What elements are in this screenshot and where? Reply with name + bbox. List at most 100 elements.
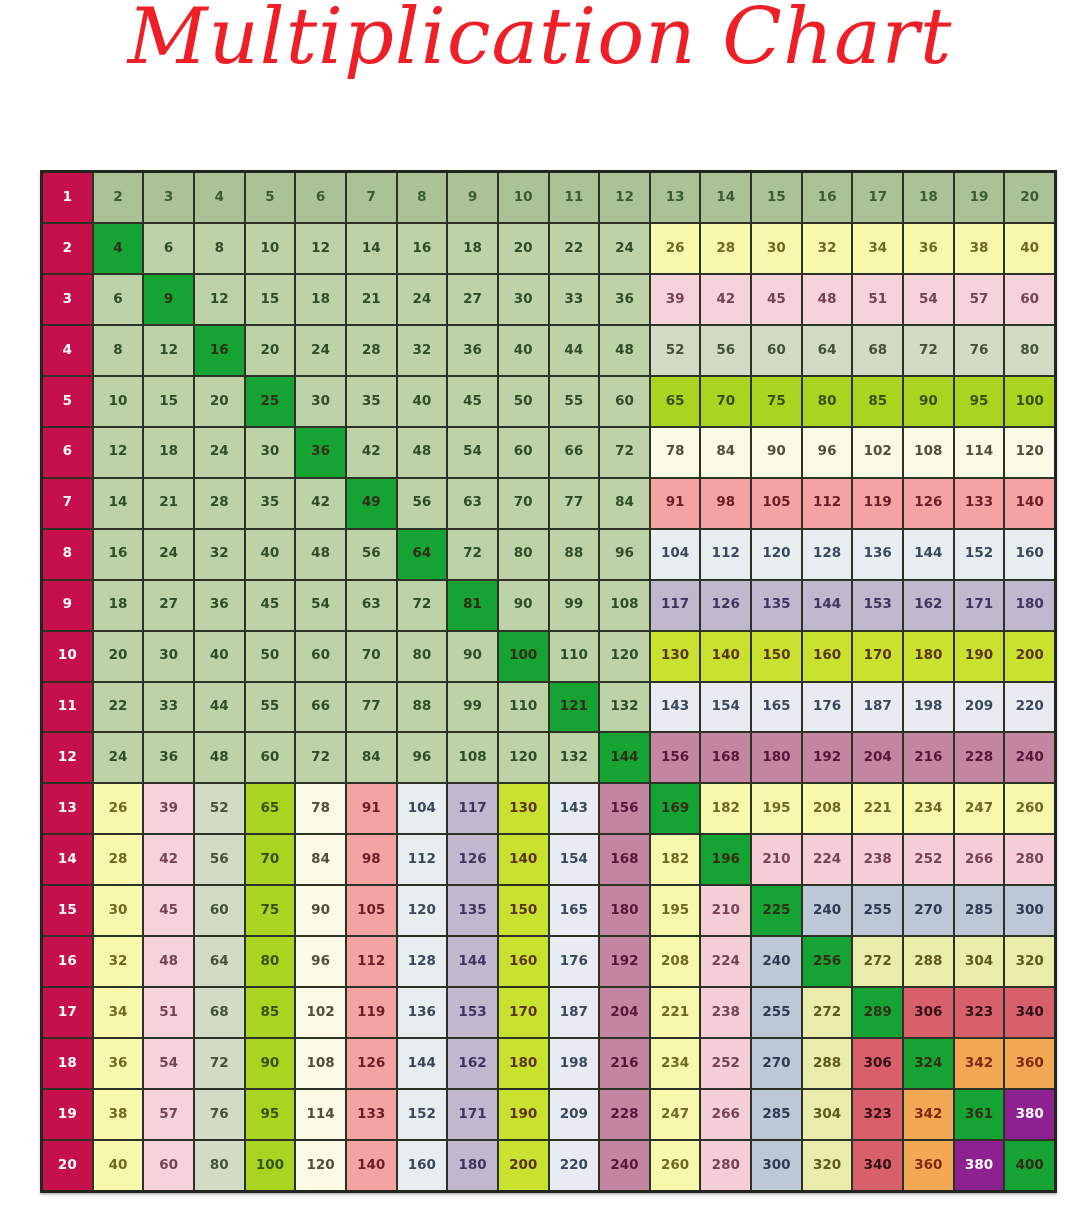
table-cell: 80 [802, 376, 852, 426]
table-cell: 36 [93, 1039, 143, 1089]
table-cell: 70 [701, 376, 751, 426]
table-cell: 104 [397, 784, 447, 834]
table-cell: 15 [144, 376, 193, 426]
table-cell: 100 [245, 1141, 295, 1190]
table-cell: 66 [296, 682, 345, 732]
table-cell: 105 [346, 886, 396, 936]
table-cell: 70 [346, 631, 396, 681]
table-cell: 200 [1005, 631, 1054, 681]
table-cell: 32 [194, 529, 244, 579]
row-header-cell: 14 [43, 835, 92, 885]
table-cell: 272 [853, 937, 903, 987]
table-cell: 130 [498, 784, 548, 834]
table-cell: 48 [397, 427, 447, 477]
table-cell: 99 [448, 682, 497, 732]
table-cell: 255 [752, 988, 801, 1038]
col-header-cell: 18 [904, 173, 953, 222]
table-cell: 34 [853, 223, 903, 273]
table-cell: 165 [752, 682, 801, 732]
table-cell: 160 [802, 631, 852, 681]
table-cell: 128 [397, 937, 447, 987]
table-cell: 140 [346, 1141, 396, 1190]
table-cell: 195 [752, 784, 801, 834]
table-cell: 120 [397, 886, 447, 936]
table-cell: 40 [1005, 223, 1054, 273]
table-cell: 110 [549, 631, 599, 681]
diagonal-cell: 196 [701, 835, 751, 885]
table-cell: 26 [650, 223, 700, 273]
table-cell: 6 [93, 274, 143, 324]
table-cell: 30 [296, 376, 345, 426]
table-cell: 143 [549, 784, 599, 834]
table-cell: 132 [549, 733, 599, 783]
table-cell: 84 [296, 835, 345, 885]
table-cell: 176 [549, 937, 599, 987]
table-cell: 320 [1005, 937, 1054, 987]
table-cell: 80 [194, 1141, 244, 1190]
table-cell: 40 [93, 1141, 143, 1190]
table-cell: 30 [752, 223, 801, 273]
table-cell: 154 [701, 682, 751, 732]
table-cell: 90 [498, 580, 548, 630]
table-cell: 216 [600, 1039, 649, 1089]
table-cell: 168 [600, 835, 649, 885]
table-cell: 14 [93, 478, 143, 528]
table-cell: 120 [498, 733, 548, 783]
table-cell: 180 [448, 1141, 497, 1190]
table-cell: 90 [904, 376, 953, 426]
diagonal-cell: 49 [346, 478, 396, 528]
col-header-cell: 9 [448, 173, 497, 222]
table-cell: 117 [650, 580, 700, 630]
table-cell: 96 [296, 937, 345, 987]
table-cell: 135 [752, 580, 801, 630]
table-cell: 224 [802, 835, 852, 885]
table-cell: 60 [600, 376, 649, 426]
table-cell: 119 [346, 988, 396, 1038]
table-cell: 52 [650, 325, 700, 375]
table-cell: 170 [853, 631, 903, 681]
table-cell: 38 [954, 223, 1004, 273]
table-cell: 285 [752, 1090, 801, 1140]
table-cell: 192 [600, 937, 649, 987]
table-cell: 60 [144, 1141, 193, 1190]
row-header-cell: 5 [43, 376, 92, 426]
table-cell: 90 [448, 631, 497, 681]
table-cell: 180 [498, 1039, 548, 1089]
table-cell: 76 [954, 325, 1004, 375]
table-cell: 300 [752, 1141, 801, 1190]
table-cell: 247 [650, 1090, 700, 1140]
table-cell: 91 [650, 478, 700, 528]
diagonal-cell: 9 [144, 274, 193, 324]
table-cell: 30 [93, 886, 143, 936]
table-cell: 56 [346, 529, 396, 579]
table-cell: 102 [296, 988, 345, 1038]
table-cell: 72 [296, 733, 345, 783]
table-cell: 342 [904, 1090, 953, 1140]
table-cell: 360 [904, 1141, 953, 1190]
table-cell: 32 [93, 937, 143, 987]
table-cell: 90 [752, 427, 801, 477]
table-cell: 112 [397, 835, 447, 885]
table-cell: 42 [346, 427, 396, 477]
row-header-cell: 16 [43, 937, 92, 987]
table-cell: 20 [194, 376, 244, 426]
table-cell: 40 [194, 631, 244, 681]
table-cell: 304 [954, 937, 1004, 987]
diagonal-cell: 256 [802, 937, 852, 987]
table-cell: 306 [904, 988, 953, 1038]
table-cell: 156 [650, 733, 700, 783]
table-cell: 12 [296, 223, 345, 273]
table-cell: 240 [802, 886, 852, 936]
table-cell: 160 [397, 1141, 447, 1190]
row-header-cell: 19 [43, 1090, 92, 1140]
table-cell: 234 [650, 1039, 700, 1089]
table-cell: 228 [954, 733, 1004, 783]
col-header-cell: 15 [752, 173, 801, 222]
table-cell: 187 [853, 682, 903, 732]
table-cell: 108 [600, 580, 649, 630]
table-cell: 208 [650, 937, 700, 987]
table-cell: 57 [954, 274, 1004, 324]
table-cell: 195 [650, 886, 700, 936]
table-cell: 380 [954, 1141, 1004, 1190]
table-cell: 18 [93, 580, 143, 630]
